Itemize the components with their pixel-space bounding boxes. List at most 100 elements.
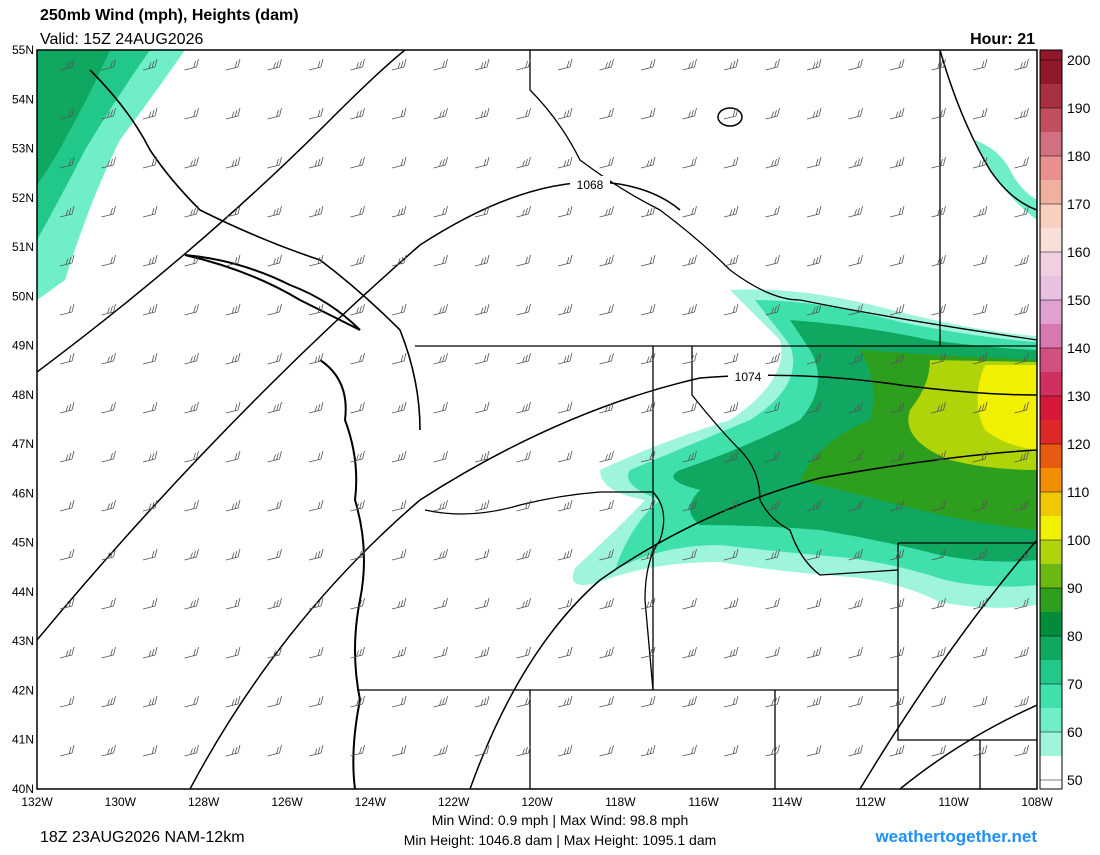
wind-barb [723, 450, 739, 463]
wind-barb [350, 499, 365, 512]
wind-barb [765, 352, 780, 365]
wind-barb [391, 695, 407, 708]
wind-shading [977, 365, 1037, 450]
wind-barb [931, 548, 946, 561]
wind-barb [142, 499, 158, 512]
wind-barb [142, 107, 158, 120]
wind-barb [806, 156, 822, 169]
wind-barb [972, 499, 988, 512]
wind-barb [889, 352, 905, 365]
wind-barb [101, 597, 116, 610]
wind-barb [557, 156, 573, 169]
wind-barb [267, 58, 282, 71]
wind-barb [889, 107, 905, 120]
wind-barb [391, 401, 407, 414]
wind-barb [599, 695, 614, 708]
lon-label: 116W [688, 795, 719, 809]
wind-barb [806, 205, 822, 218]
wind-barb [806, 499, 822, 512]
wind-barb [433, 548, 448, 561]
wind-barb [723, 303, 739, 316]
wind-barb [931, 450, 946, 463]
colorbar-swatch [1040, 732, 1062, 756]
wind-barb [433, 156, 448, 169]
wind-barb [474, 695, 490, 708]
wind-barb [433, 744, 448, 757]
wind-barb [308, 254, 324, 267]
wind-barb [682, 303, 697, 316]
wind-barb [889, 401, 905, 414]
wind-barb [557, 548, 573, 561]
wind-barb [474, 254, 490, 267]
wind-barb [433, 58, 448, 71]
wind-shading [975, 140, 1037, 220]
wind-barb [308, 695, 324, 708]
map-frame [36, 49, 1038, 790]
wind-barb [682, 107, 697, 120]
wind-barb [972, 58, 988, 71]
wind-barb [765, 548, 780, 561]
wind-barb [889, 254, 905, 267]
wind-barb [350, 254, 365, 267]
wind-barb [184, 58, 199, 71]
lon-label: 114W [772, 795, 803, 809]
wind-barb [391, 156, 407, 169]
colorbar-swatch [1040, 84, 1062, 108]
wind-barb [1014, 58, 1029, 71]
wind-barb [267, 695, 282, 708]
lat-label: 44N [12, 585, 34, 599]
height-stats: Min Height: 1046.8 dam | Max Height: 109… [404, 832, 717, 848]
wind-barb [640, 254, 656, 267]
wind-barb [557, 254, 573, 267]
wind-barb [889, 303, 905, 316]
wind-barb [599, 646, 614, 659]
wind-barb [557, 58, 573, 71]
wind-barb [848, 646, 863, 659]
wind-barb [225, 450, 241, 463]
wind-barb [516, 303, 531, 316]
wind-barb [765, 450, 780, 463]
title: 250mb Wind (mph), Heights (dam) [40, 7, 299, 24]
wind-barb [765, 254, 780, 267]
wind-barb [516, 156, 531, 169]
wind-barb [682, 646, 697, 659]
wind-barb [931, 205, 946, 218]
contour-label: 1068 [577, 178, 604, 192]
wind-barb [350, 352, 365, 365]
wind-barb [267, 548, 282, 561]
colorbar-cap [1040, 780, 1062, 789]
colorbar-swatch [1040, 756, 1062, 780]
wind-barb [806, 597, 822, 610]
wind-barb [723, 499, 739, 512]
coastline [89, 69, 421, 431]
wind-barb [557, 744, 573, 757]
wind-barb [1014, 450, 1029, 463]
wind-barb [682, 254, 697, 267]
contour-label: 1074 [735, 370, 762, 384]
wind-barb [267, 450, 282, 463]
wind-barb [184, 646, 199, 659]
wind-barb [972, 205, 988, 218]
wind-barb [142, 548, 158, 561]
wind-barb [682, 58, 697, 71]
wind-barb [931, 303, 946, 316]
wind-barb [557, 646, 573, 659]
lon-label: 112W [855, 795, 886, 809]
colorbar-cap [1040, 50, 1062, 60]
wind-barb [516, 548, 531, 561]
wind-barb [806, 107, 822, 120]
wind-barb [267, 156, 282, 169]
colorbar-swatch [1040, 468, 1062, 492]
colorbar-frame [1039, 49, 1063, 790]
wind-barb [59, 107, 75, 120]
wind-barb [474, 548, 490, 561]
lat-label: 50N [12, 289, 34, 303]
wind-barb [350, 303, 365, 316]
lon-label: 110W [938, 795, 969, 809]
wind-barb [267, 744, 282, 757]
wind-barb [474, 744, 490, 757]
wind-barb [848, 499, 863, 512]
colorbar-swatch [1040, 276, 1062, 300]
wind-barb [599, 352, 614, 365]
wind-barb [391, 205, 407, 218]
